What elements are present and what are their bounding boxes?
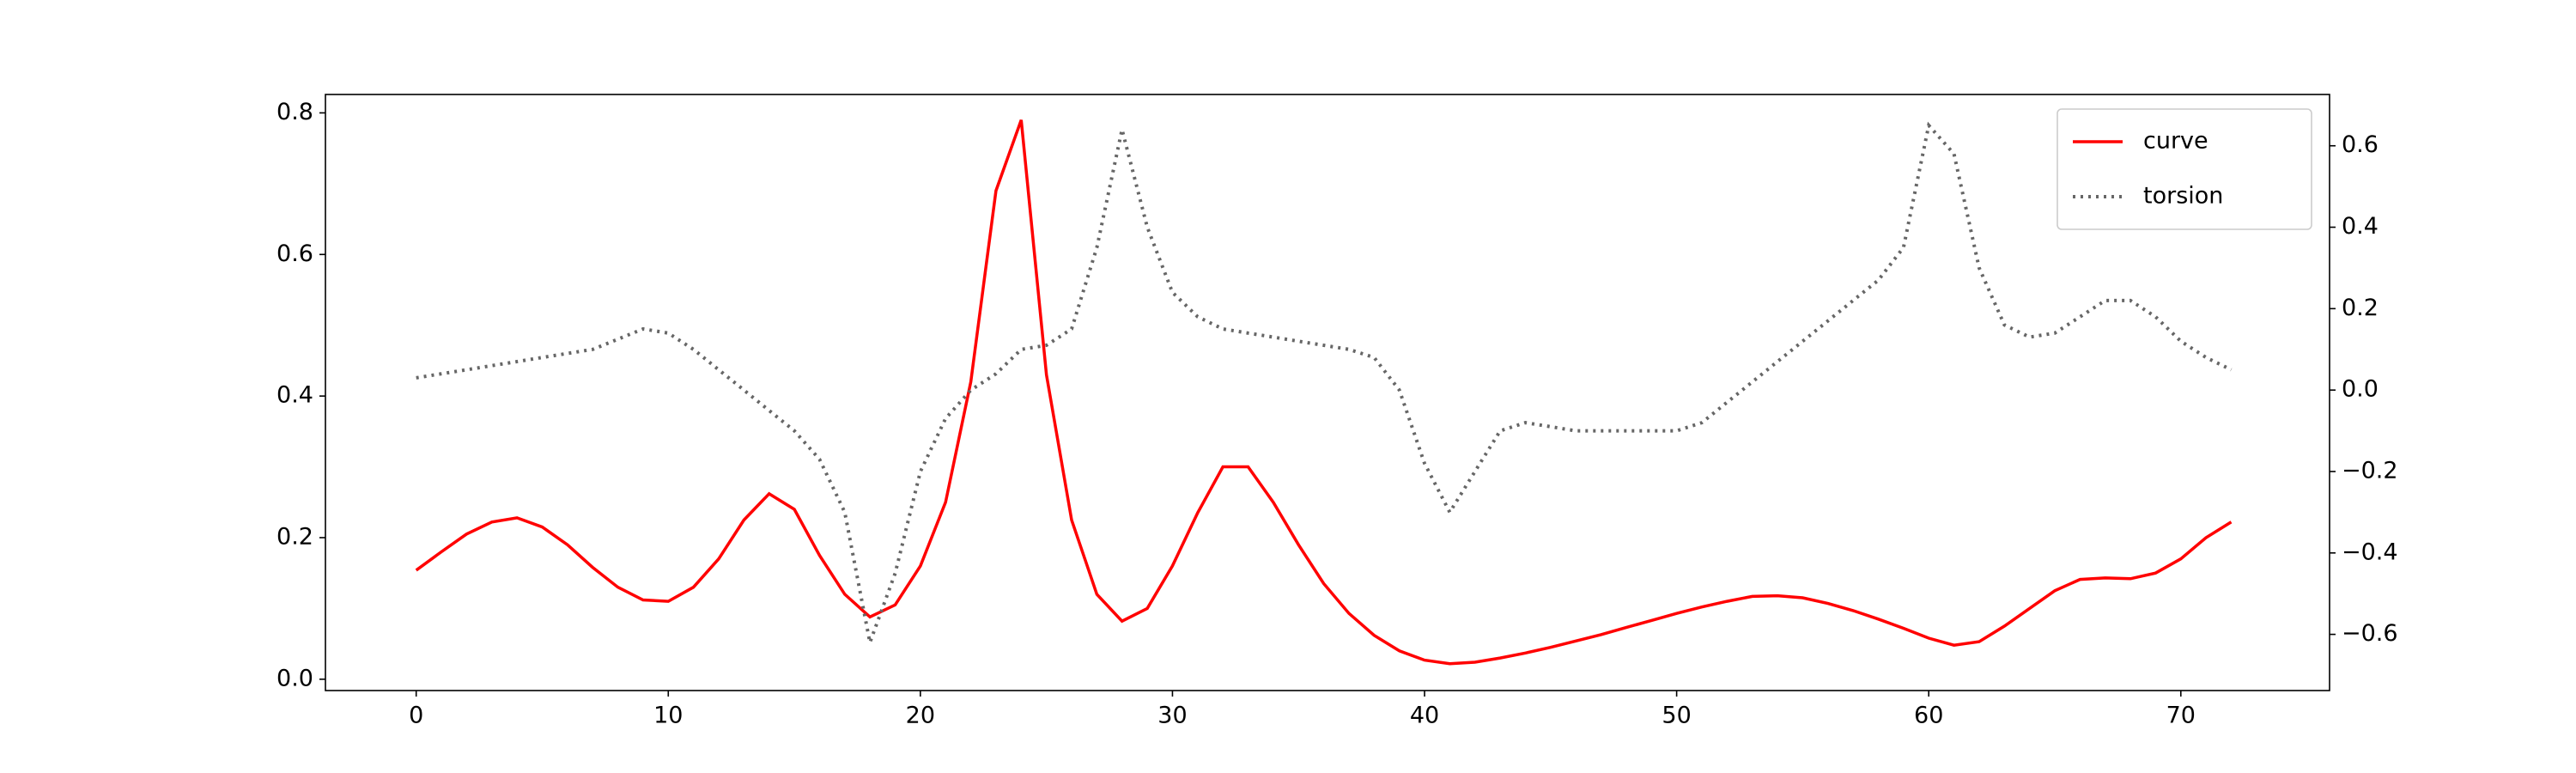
x-tick-label: 10: [653, 703, 683, 729]
legend-label: torsion: [2143, 183, 2223, 210]
x-tick-label: 40: [1410, 703, 1439, 729]
legend-label: curve: [2143, 128, 2208, 155]
y2-tick-label: −0.6: [2342, 620, 2398, 647]
y2-tick-label: −0.2: [2342, 457, 2398, 484]
x-tick-label: 30: [1157, 703, 1187, 729]
series-line: [415, 119, 2233, 666]
y-tick-label: 0.4: [276, 382, 313, 409]
legend: [2057, 108, 2312, 230]
y2-tick-label: 0.0: [2342, 376, 2379, 403]
y2-tick-label: 0.4: [2342, 213, 2379, 240]
plot-frame: [325, 94, 2330, 691]
y-tick-label: 0.2: [276, 523, 313, 550]
y-tick-label: 0.6: [276, 240, 313, 267]
x-tick-label: 20: [906, 703, 935, 729]
y2-tick-label: 0.2: [2342, 295, 2379, 321]
y-tick-label: 0.8: [276, 99, 313, 125]
x-tick-label: 0: [409, 703, 423, 729]
y2-tick-label: −0.4: [2342, 539, 2398, 565]
series-line: [416, 121, 2233, 649]
y2-tick-label: 0.6: [2342, 131, 2379, 158]
x-tick-label: 70: [2166, 703, 2196, 729]
x-tick-label: 60: [1914, 703, 1943, 729]
y-tick-label: 0.0: [276, 665, 313, 691]
x-tick-label: 50: [1662, 703, 1691, 729]
